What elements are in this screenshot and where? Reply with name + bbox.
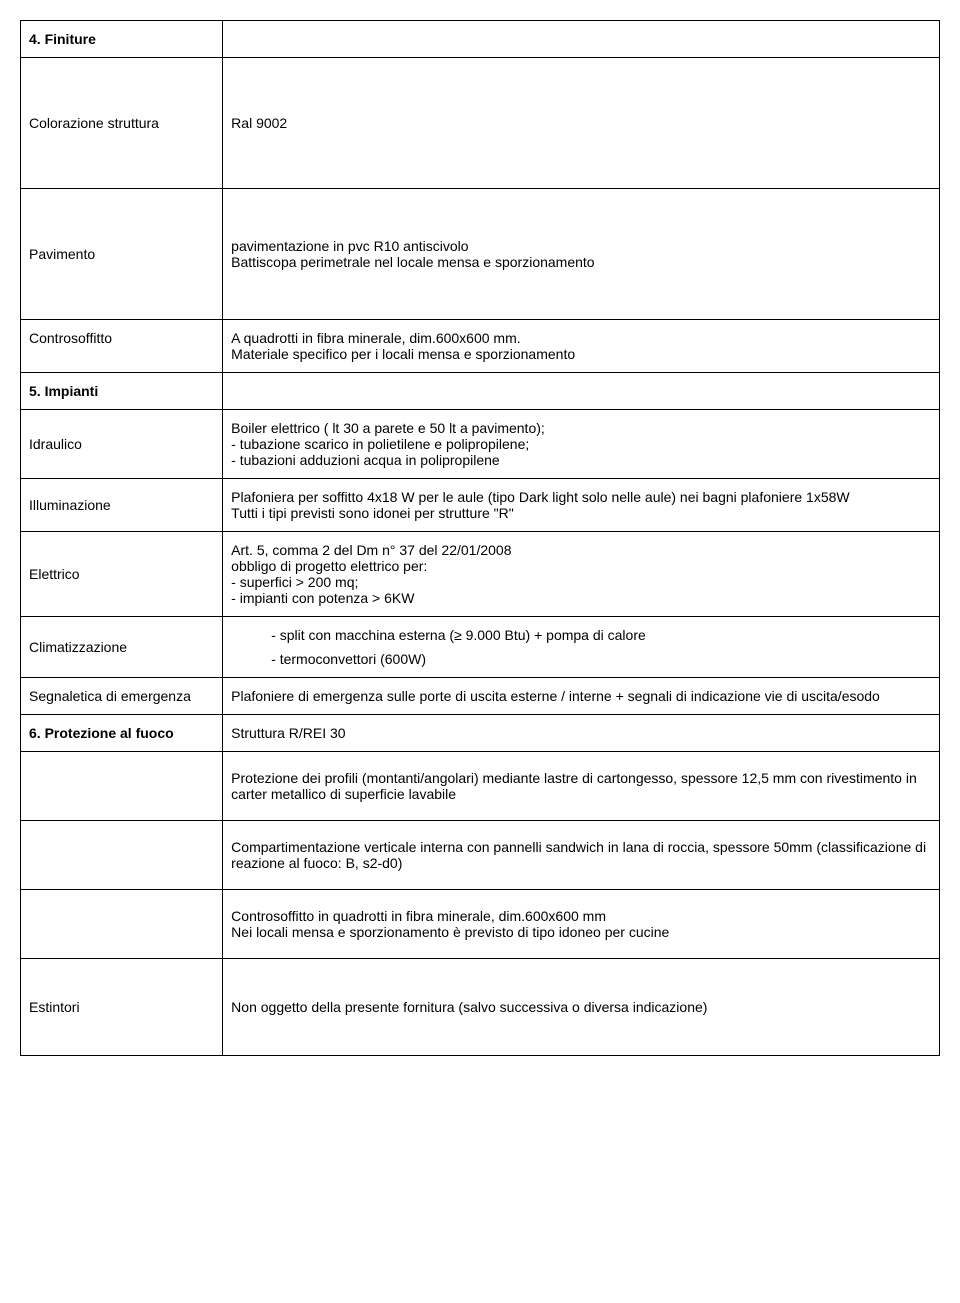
cell-value: Ral 9002 (223, 58, 940, 189)
cell-label: Illuminazione (21, 479, 223, 532)
table-row: Climatizzazione - split con macchina est… (21, 617, 940, 678)
cell-label: Pavimento (21, 189, 223, 320)
cell-label: Colorazione struttura (21, 58, 223, 189)
table-row: Controsoffitto in quadrotti in fibra min… (21, 890, 940, 959)
cell-value: A quadrotti in fibra minerale, dim.600x6… (223, 320, 940, 373)
cell-value: Plafoniere di emergenza sulle porte di u… (223, 678, 940, 715)
section-header: 4. Finiture (21, 21, 223, 58)
table-row: Pavimento pavimentazione in pvc R10 anti… (21, 189, 940, 320)
cell-label: Estintori (21, 959, 223, 1056)
table-row: 6. Protezione al fuoco Struttura R/REI 3… (21, 715, 940, 752)
cell-label: Segnaletica di emergenza (21, 678, 223, 715)
section-header: 5. Impianti (21, 373, 223, 410)
section-header: 6. Protezione al fuoco (21, 715, 223, 752)
cell-label (21, 821, 223, 890)
cell-value: Art. 5, comma 2 del Dm n° 37 del 22/01/2… (223, 532, 940, 617)
table-row: Colorazione struttura Ral 9002 (21, 58, 940, 189)
table-row: Controsoffitto A quadrotti in fibra mine… (21, 320, 940, 373)
table-row: Estintori Non oggetto della presente for… (21, 959, 940, 1056)
cell-label: Elettrico (21, 532, 223, 617)
cell-value (223, 373, 940, 410)
cell-value: Compartimentazione verticale interna con… (223, 821, 940, 890)
table-row: Elettrico Art. 5, comma 2 del Dm n° 37 d… (21, 532, 940, 617)
cell-value: Non oggetto della presente fornitura (sa… (223, 959, 940, 1056)
cell-label (21, 890, 223, 959)
climate-line-1: - split con macchina esterna (≥ 9.000 Bt… (231, 627, 931, 643)
table-row: Idraulico Boiler elettrico ( lt 30 a par… (21, 410, 940, 479)
cell-value: Boiler elettrico ( lt 30 a parete e 50 l… (223, 410, 940, 479)
spec-table: 4. Finiture Colorazione struttura Ral 90… (20, 20, 940, 1056)
cell-value: pavimentazione in pvc R10 antiscivolo Ba… (223, 189, 940, 320)
table-row: Protezione dei profili (montanti/angolar… (21, 752, 940, 821)
cell-value: - split con macchina esterna (≥ 9.000 Bt… (223, 617, 940, 678)
cell-label (21, 752, 223, 821)
table-row: Illuminazione Plafoniera per soffitto 4x… (21, 479, 940, 532)
cell-label: Idraulico (21, 410, 223, 479)
table-row: Compartimentazione verticale interna con… (21, 821, 940, 890)
table-row: 5. Impianti (21, 373, 940, 410)
cell-value: Plafoniera per soffitto 4x18 W per le au… (223, 479, 940, 532)
cell-label: Controsoffitto (21, 320, 223, 373)
cell-value: Controsoffitto in quadrotti in fibra min… (223, 890, 940, 959)
table-row: Segnaletica di emergenza Plafoniere di e… (21, 678, 940, 715)
cell-value: Struttura R/REI 30 (223, 715, 940, 752)
climate-line-2: - termoconvettori (600W) (231, 651, 931, 667)
cell-value: Protezione dei profili (montanti/angolar… (223, 752, 940, 821)
cell-value (223, 21, 940, 58)
cell-label: Climatizzazione (21, 617, 223, 678)
table-row: 4. Finiture (21, 21, 940, 58)
